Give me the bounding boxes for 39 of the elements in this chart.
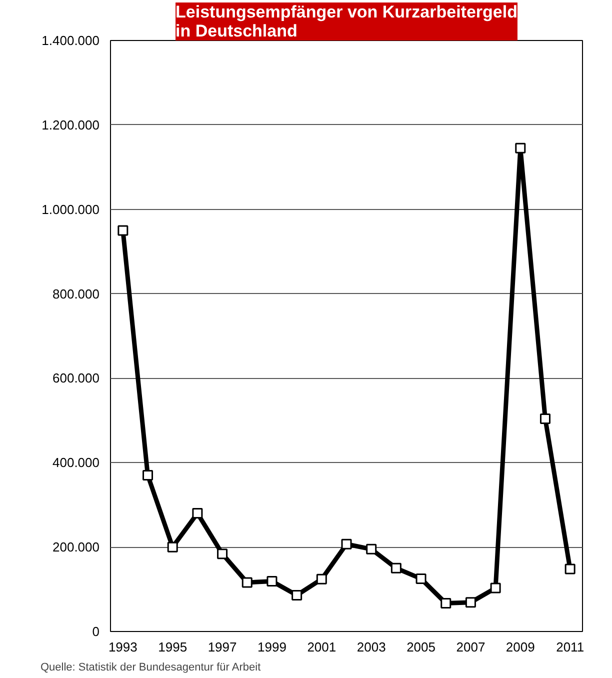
x-tick-label: 1997 — [208, 640, 237, 654]
point — [465, 597, 476, 608]
x-tick-label: 1999 — [258, 640, 286, 654]
point — [416, 573, 426, 584]
point — [167, 542, 178, 552]
point — [118, 225, 128, 236]
point — [440, 598, 452, 608]
x-tick-label: 2009 — [506, 640, 535, 654]
point — [266, 576, 278, 587]
source-note: Quelle: Statistik der Bundesagentur für Arbeit — [40, 662, 261, 674]
y-tick-label: 200.000 — [52, 540, 100, 555]
point — [217, 548, 228, 560]
point — [515, 142, 526, 154]
point — [292, 590, 302, 600]
x-tick-label: 2003 — [356, 640, 386, 654]
point — [490, 582, 501, 594]
point — [366, 544, 377, 554]
point — [316, 574, 327, 584]
y-tick-label: 1.200.000 — [42, 117, 100, 132]
point — [142, 470, 154, 481]
x-tick-label: 1993 — [108, 640, 138, 654]
x-tick-label: 2011 — [556, 640, 584, 654]
point — [341, 538, 352, 550]
point — [242, 577, 252, 588]
y-tick-label: 400.000 — [52, 455, 100, 470]
y-tick-label: 600.000 — [52, 370, 100, 386]
x-tick-label: 2005 — [406, 640, 436, 654]
point — [540, 413, 550, 424]
y-tick-label: 1.000.000 — [42, 202, 100, 217]
chart-title: Leistungsempfänger von Kurzarbeitergeld in Deutschland — [176, 2, 518, 40]
x-tick-label: 2001 — [307, 640, 336, 654]
y-tick-label: 0 — [92, 624, 100, 639]
y-tick-label: 1.400.000 — [42, 33, 100, 48]
point — [192, 508, 203, 519]
y-tick-label: 800.000 — [52, 286, 100, 302]
point — [390, 562, 402, 574]
x-tick-label: 1995 — [158, 640, 188, 654]
point — [564, 564, 576, 574]
x-tick-label: 2007 — [456, 640, 486, 654]
